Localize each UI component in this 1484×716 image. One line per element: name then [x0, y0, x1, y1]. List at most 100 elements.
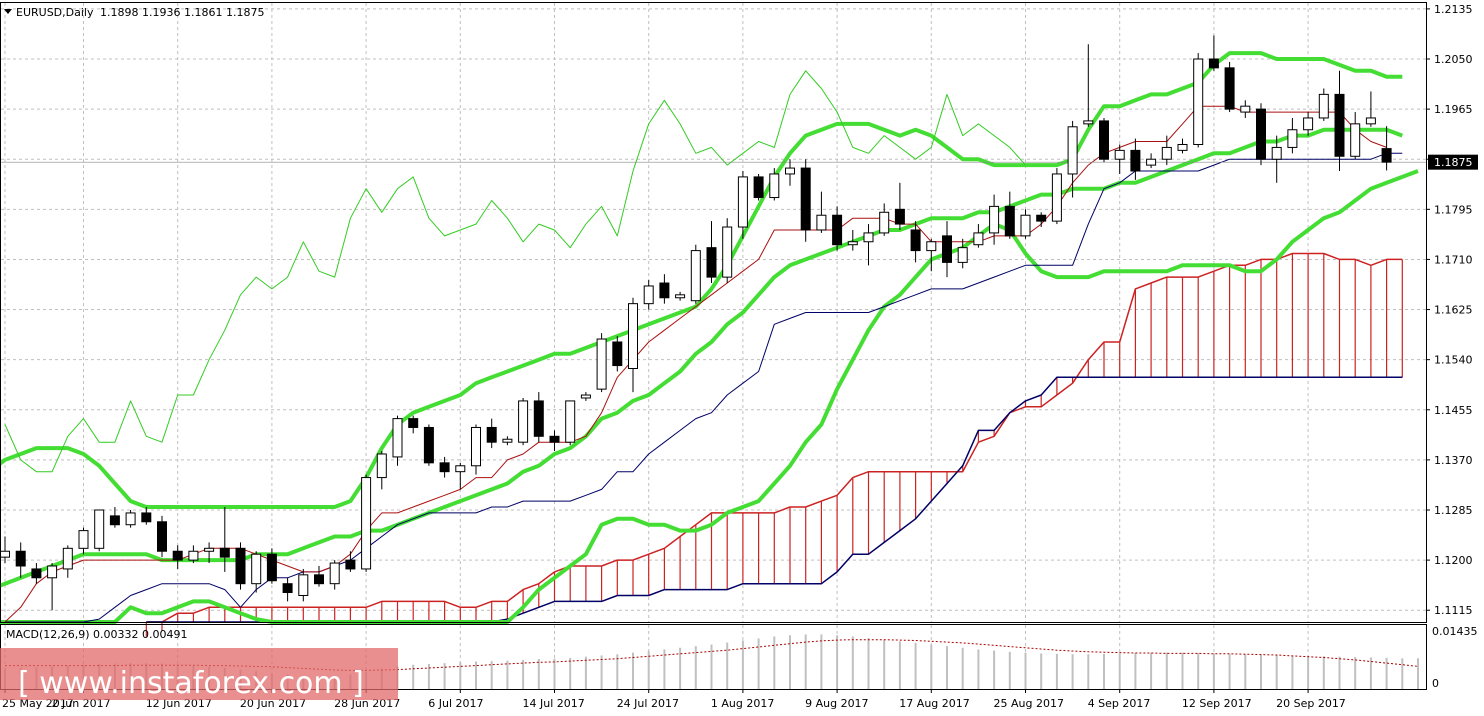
candle [486, 418, 497, 449]
candle [235, 542, 246, 590]
candle [219, 507, 230, 572]
bollinger-middle-band [0, 127, 1404, 588]
watermark-text: [ www.instaforex.com ] [18, 666, 364, 701]
candle-body-bearish [612, 341, 623, 367]
candle [1083, 44, 1094, 127]
candle-body-bullish [204, 547, 215, 552]
macd-header: MACD(12,26,9) 0.00332 0.00491 [6, 628, 188, 641]
y-tick-label: 1.2135 [1434, 3, 1473, 16]
candle-body-bullish [957, 247, 968, 263]
candle [769, 168, 780, 201]
candle-body-bullish [518, 400, 529, 443]
candle [1224, 61, 1235, 113]
candle [596, 333, 607, 393]
candle-body-bullish [722, 226, 733, 278]
candle-body-bearish [109, 515, 120, 526]
candle [785, 159, 795, 186]
candle [125, 509, 136, 528]
candle [942, 221, 952, 278]
candle [1067, 120, 1078, 198]
candle [1271, 135, 1282, 183]
candle-body-bullish [1114, 149, 1125, 160]
indicator-lines [0, 51, 1426, 624]
candle [847, 229, 858, 251]
bollinger-lower-band [0, 169, 1419, 624]
candle-body-bullish [926, 241, 937, 252]
candle-body-bullish [847, 241, 858, 246]
candle-body-bullish [188, 550, 199, 561]
candle [31, 563, 42, 584]
candle [1193, 53, 1204, 148]
candle [1256, 103, 1266, 166]
candle-body-bullish [1287, 129, 1298, 148]
candle [1303, 112, 1314, 136]
candle-body-bullish [628, 303, 638, 370]
candle [1146, 153, 1157, 169]
candle [1240, 100, 1251, 118]
candle-body-bullish [47, 565, 58, 579]
candle [1020, 209, 1031, 239]
candle-body-bearish [910, 229, 921, 252]
candle-body-bullish [879, 211, 890, 234]
candle-body-bullish [125, 512, 136, 526]
macd-y-tick-label: 0 [1432, 677, 1439, 690]
candle [879, 203, 890, 236]
candle [973, 224, 984, 248]
candle [816, 191, 827, 233]
collapse-triangle-icon[interactable] [4, 9, 12, 14]
x-tick-label: 20 Sep 2017 [1276, 697, 1346, 710]
chikou-span-line [4, 70, 1026, 473]
candle [345, 551, 356, 572]
chart-header-ohlc: 1.1898 1.1936 1.1861 1.1875 [100, 6, 264, 19]
candle [1381, 126, 1392, 171]
x-tick-label: 25 May 2017 [2, 697, 74, 710]
main-panel-border [0, 2, 1427, 623]
y-tick-label: 1.1455 [1434, 404, 1473, 417]
candle-body-bullish [94, 509, 105, 549]
candle [1004, 191, 1015, 239]
candle-body-bullish [816, 214, 827, 231]
y-tick-label: 1.1965 [1434, 103, 1473, 116]
candle [188, 545, 199, 564]
candle-body-bearish [659, 282, 670, 299]
candle [157, 515, 167, 558]
candle [910, 221, 921, 263]
candle [361, 474, 372, 572]
candle-body-bullish [1083, 120, 1094, 125]
candle-body-bullish [1350, 123, 1361, 157]
candle [423, 424, 434, 466]
candle [47, 563, 58, 611]
candle-body-bullish [1193, 58, 1204, 145]
candle-body-bullish [580, 394, 591, 399]
x-tick-label: 20 Jun 2017 [240, 697, 306, 710]
candle [1161, 135, 1172, 166]
candle-body-bearish [15, 550, 26, 567]
x-tick-label: 17 Aug 2017 [899, 697, 969, 710]
candle-body-bearish [345, 559, 356, 570]
candle-body-bullish [251, 553, 262, 585]
candle [94, 509, 105, 552]
y-tick-label: 1.1540 [1434, 354, 1473, 367]
candle [314, 565, 324, 587]
y-tick-label: 1.1285 [1434, 504, 1473, 517]
candle [690, 244, 701, 304]
candle-body-bearish [439, 462, 450, 473]
candle-body-bullish [785, 167, 795, 175]
candle [1365, 91, 1376, 127]
watermark-background [0, 648, 398, 700]
x-tick-label: 24 Jul 2017 [617, 697, 679, 710]
candle [15, 542, 26, 578]
candle [549, 430, 560, 452]
candle [1114, 144, 1125, 174]
candle-body-bullish [1067, 126, 1078, 175]
candle [722, 218, 733, 284]
candle-body-bearish [832, 214, 843, 246]
y-tick-label: 1.1370 [1434, 454, 1473, 467]
y-tick-label: 1.2050 [1434, 53, 1473, 66]
candle-body-bearish [1334, 93, 1345, 157]
candle-body-bearish [894, 208, 905, 225]
current-price-box [1428, 154, 1478, 170]
